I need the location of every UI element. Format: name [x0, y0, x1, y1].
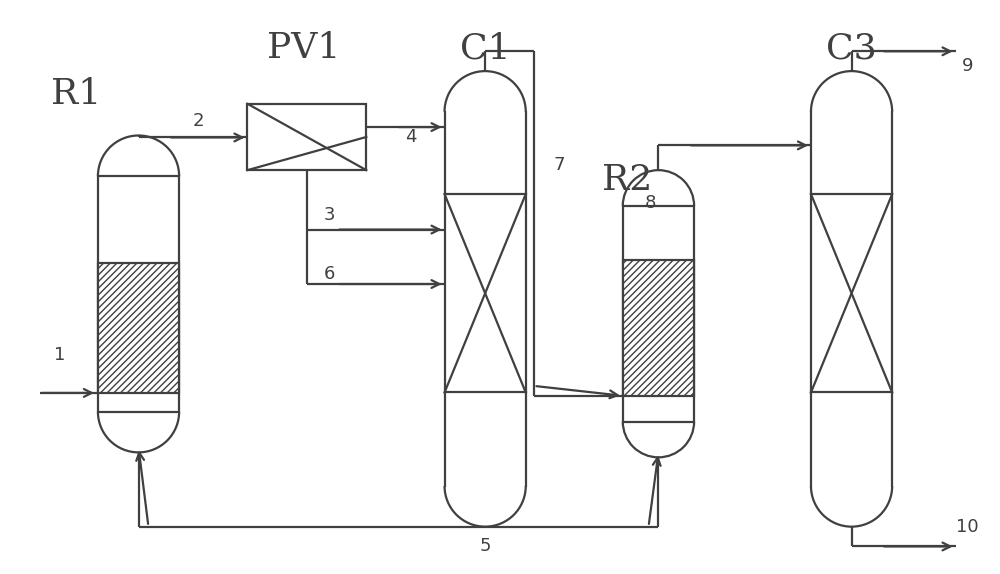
Text: 4: 4	[405, 129, 417, 146]
Text: 6: 6	[324, 265, 335, 283]
Text: 2: 2	[192, 111, 204, 130]
Text: C3: C3	[826, 32, 877, 65]
Text: 5: 5	[479, 537, 491, 556]
Text: R2: R2	[602, 163, 652, 197]
Text: PV1: PV1	[267, 32, 341, 65]
Bar	[623, 260, 694, 396]
Text: 7: 7	[554, 156, 565, 174]
Bar	[247, 104, 366, 170]
Bar	[623, 206, 694, 422]
Text: R1: R1	[51, 77, 101, 111]
Bar	[98, 263, 179, 393]
Text: 1: 1	[54, 346, 65, 364]
Text: 9: 9	[962, 57, 973, 75]
Text: 10: 10	[956, 518, 979, 536]
Bar	[98, 176, 179, 412]
Text: 8: 8	[645, 194, 656, 212]
Text: C1: C1	[460, 32, 510, 65]
Text: 3: 3	[324, 205, 335, 224]
